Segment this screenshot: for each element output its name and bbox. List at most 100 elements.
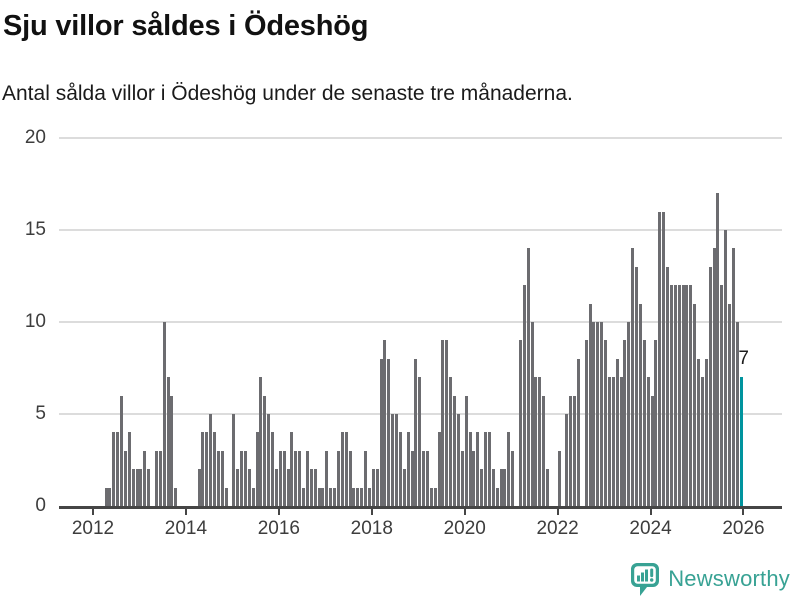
bar [123, 450, 127, 506]
bar [170, 395, 174, 506]
bar [728, 303, 731, 506]
bar [344, 432, 348, 506]
bar [441, 340, 445, 506]
x-axis-tick-label: 2012 [71, 518, 115, 539]
bar [395, 414, 399, 506]
bar [244, 450, 247, 506]
bar [162, 322, 166, 506]
bar [735, 322, 739, 506]
bar [224, 487, 228, 506]
bar [213, 432, 217, 506]
bar [569, 395, 573, 506]
bar [654, 340, 658, 506]
bar [247, 469, 251, 506]
bar [321, 487, 325, 506]
x-axis-tick-label: 2024 [629, 518, 672, 539]
bar [360, 487, 364, 506]
x-axis-tick [649, 509, 652, 515]
bar [251, 487, 255, 506]
bar [108, 487, 112, 506]
bar [666, 266, 670, 506]
bar [573, 395, 577, 506]
bar [584, 340, 588, 506]
highlighted-bar [739, 377, 743, 506]
bar [263, 395, 267, 506]
bar [577, 358, 580, 506]
bar [627, 322, 631, 506]
bar [120, 395, 124, 506]
bar [425, 450, 429, 506]
bar [588, 303, 592, 506]
bar [147, 469, 151, 506]
x-axis-tick [556, 509, 559, 515]
bar [158, 450, 162, 506]
bar [487, 432, 491, 506]
bar [135, 469, 139, 506]
bar [526, 248, 530, 506]
bar [371, 469, 375, 506]
bar [305, 450, 309, 506]
x-axis-tick [277, 509, 280, 515]
bar [356, 487, 360, 506]
bar [104, 487, 108, 506]
bar [700, 377, 704, 506]
bar [677, 285, 681, 506]
x-axis-tick [742, 509, 745, 515]
y-axis-tick-label: 15 [24, 219, 46, 240]
y-axis-tick-label: 5 [35, 403, 46, 424]
bar [197, 469, 201, 506]
bar [445, 340, 449, 506]
bar [456, 414, 460, 506]
bar [724, 230, 728, 506]
bar [166, 377, 170, 506]
bar [681, 285, 685, 506]
bar [476, 432, 480, 506]
bar [596, 322, 600, 506]
x-axis-tick-label: 2020 [443, 518, 486, 539]
x-axis-tick [463, 509, 466, 515]
bar [592, 322, 596, 506]
bar [484, 432, 488, 506]
x-axis-line [59, 506, 782, 509]
bar [131, 469, 135, 506]
bar [143, 450, 147, 506]
x-axis-tick-label: 2014 [164, 518, 208, 539]
bar [255, 432, 259, 506]
bar [154, 450, 158, 506]
bar [317, 487, 321, 506]
bar [716, 193, 720, 506]
bar [274, 469, 278, 506]
bar [352, 487, 356, 506]
bar [236, 469, 240, 506]
bar [731, 248, 735, 506]
bar [290, 432, 294, 506]
bar [720, 285, 724, 506]
bar [491, 469, 495, 506]
bar [499, 469, 503, 506]
bar [708, 266, 712, 506]
page-title: Sju villor såldes i Ödeshög [3, 10, 369, 42]
bar [518, 340, 522, 506]
bar [712, 248, 716, 506]
bar [286, 469, 290, 506]
bar [216, 450, 220, 506]
gridline [59, 321, 782, 323]
bar [298, 450, 302, 506]
brand-name: Newsworthy [668, 566, 790, 591]
bar [139, 469, 143, 506]
x-axis-tick [92, 509, 94, 515]
bar [557, 450, 561, 506]
bar [201, 432, 205, 506]
bar [697, 358, 701, 506]
bar [116, 432, 120, 506]
bar [329, 487, 333, 506]
bar [604, 340, 608, 506]
bar [538, 377, 542, 506]
bar [325, 450, 329, 506]
bar [522, 285, 526, 506]
bar [600, 322, 604, 506]
bar [623, 340, 627, 506]
bar [658, 211, 662, 506]
bar [511, 450, 515, 506]
bar [402, 469, 406, 506]
